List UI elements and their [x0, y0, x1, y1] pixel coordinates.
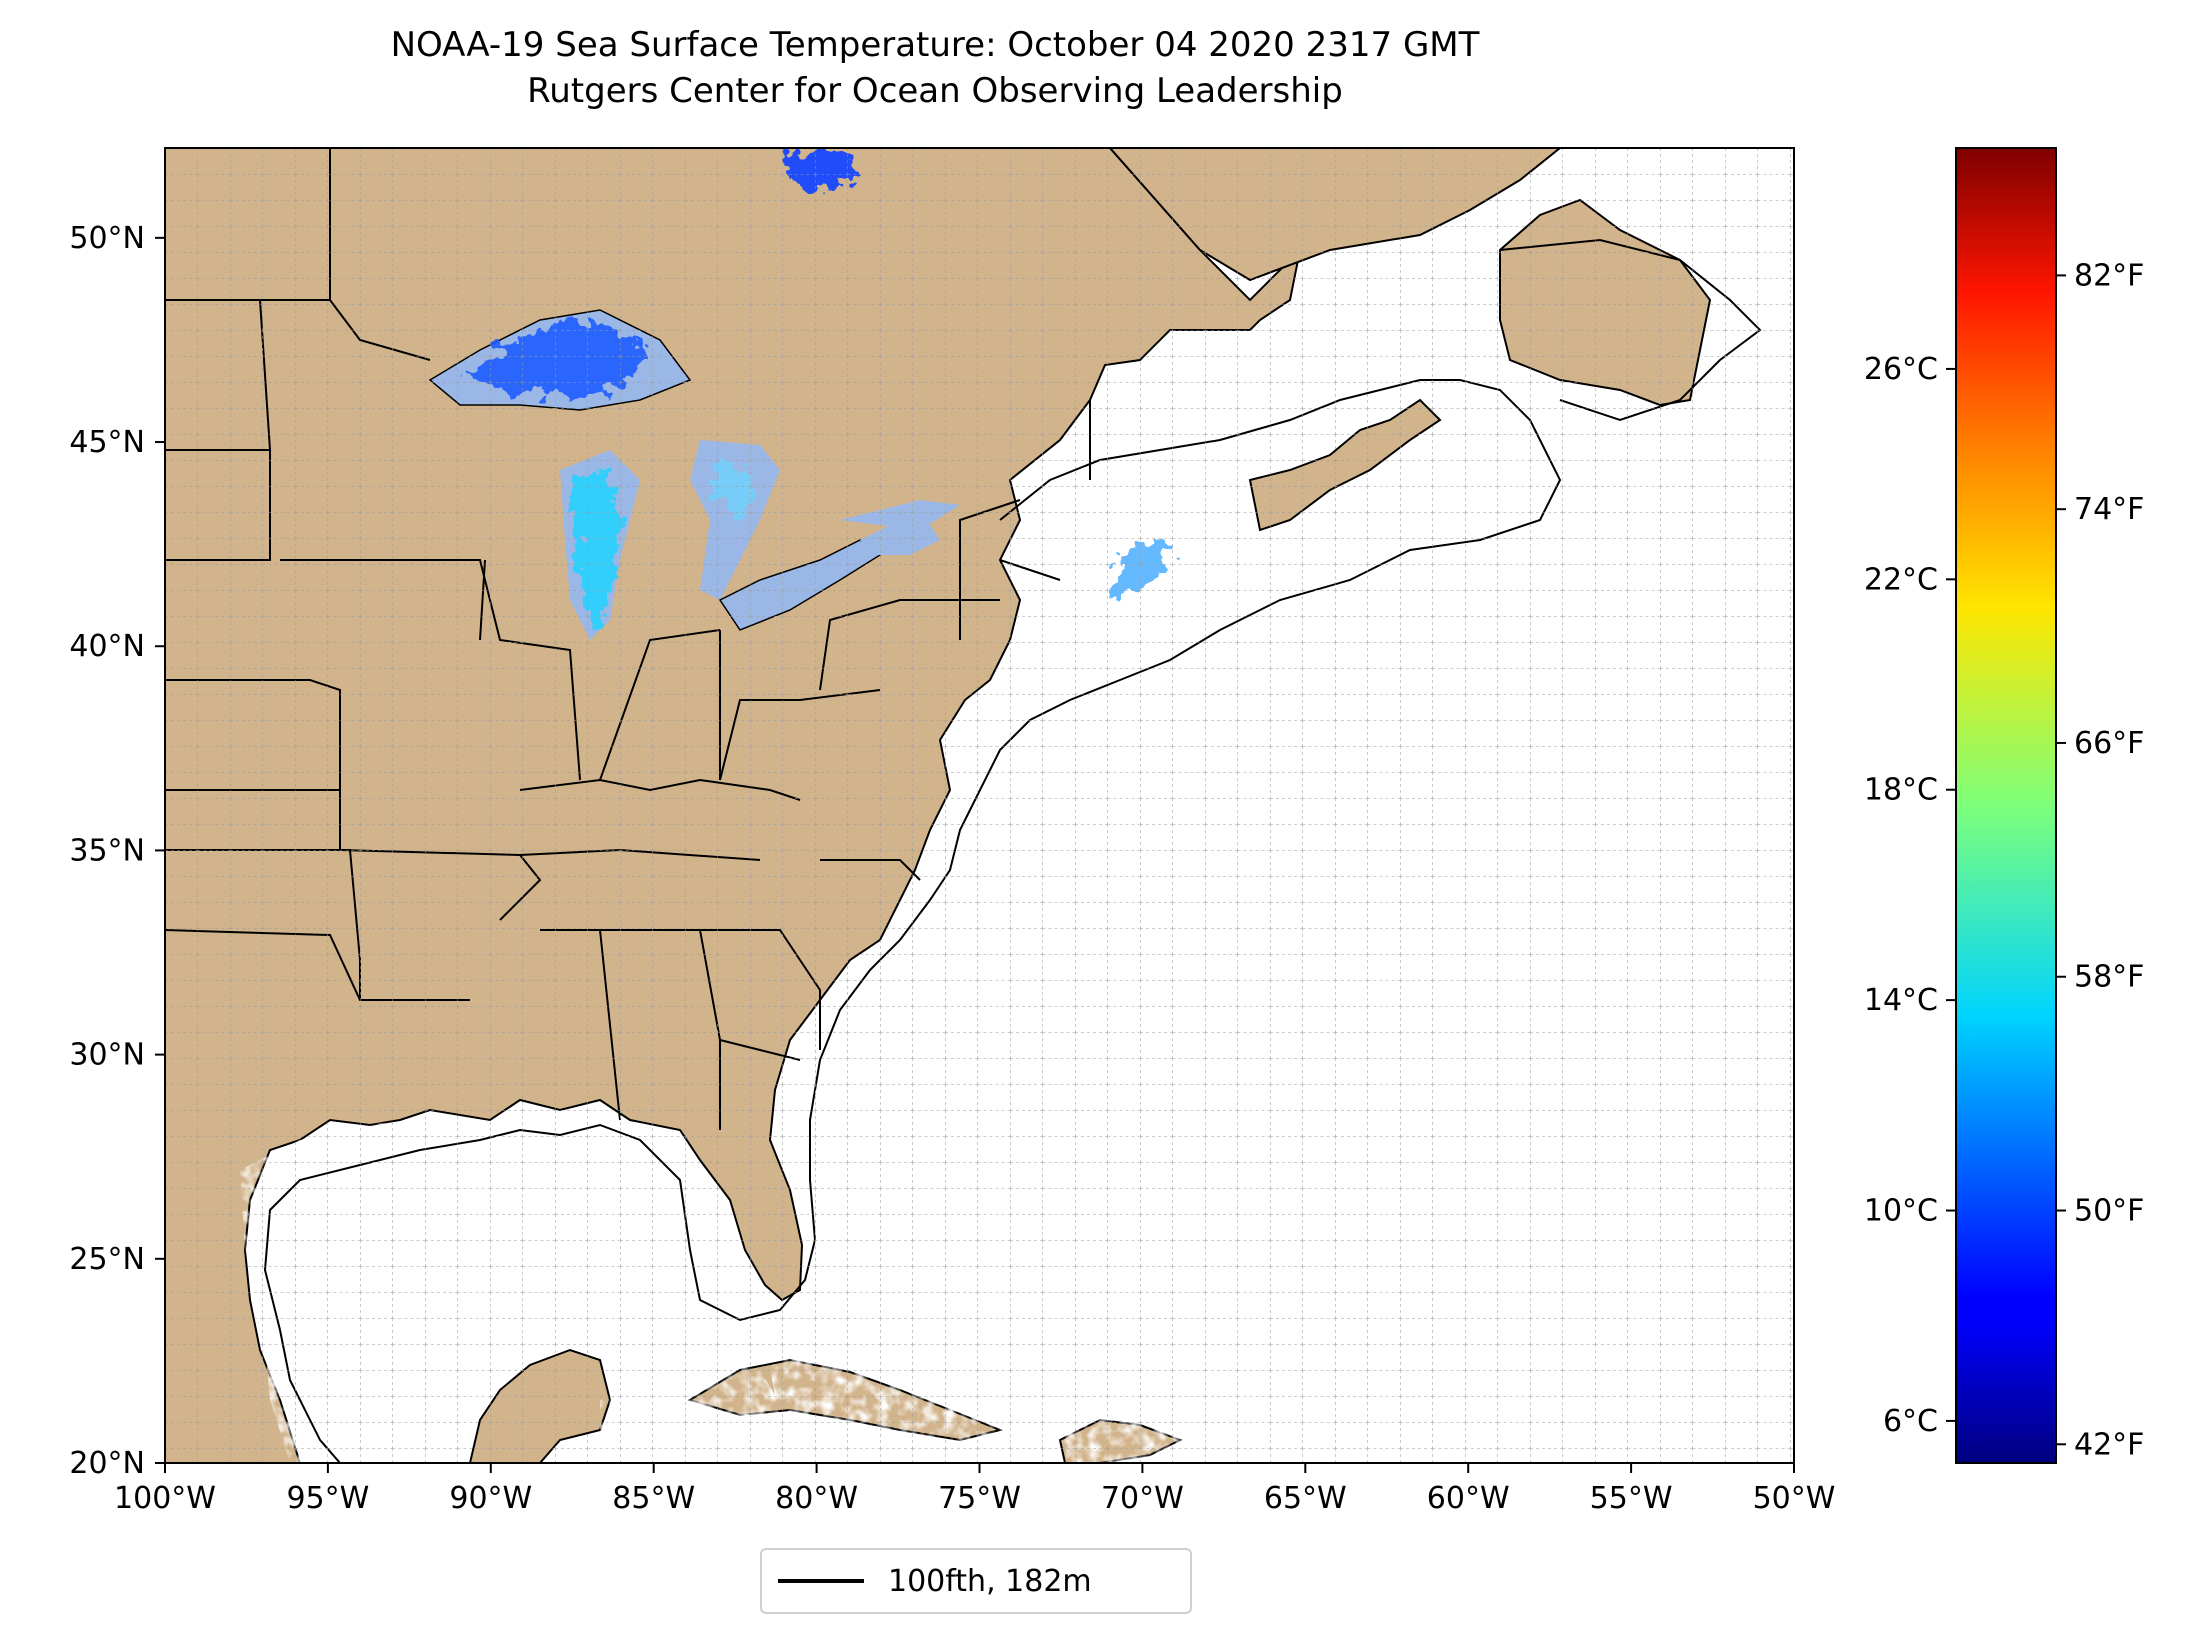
lat-tick-label: 30°N	[69, 1038, 145, 1073]
fahrenheit-tick-label: 82°F	[2074, 258, 2144, 293]
celsius-tick-label: 10°C	[1864, 1194, 1938, 1229]
colorbar-axis: 6°C 10°C 14°C 18°C 22°C 26°C 42°F 50°F 58°F 66°F 7…	[1864, 258, 2145, 1462]
lat-tick-label: 25°N	[69, 1242, 145, 1277]
colorbar	[1955, 147, 2057, 1464]
latitude-axis: 20°N 25°N 30°N 35°N 40°N 45°N 50°N	[69, 221, 165, 1481]
fahrenheit-tick-label: 42°F	[2074, 1427, 2144, 1462]
lon-tick-label: 70°W	[1101, 1481, 1184, 1516]
legend-line-swatch	[778, 1579, 864, 1583]
fahrenheit-tick-label: 58°F	[2074, 960, 2144, 995]
celsius-tick-label: 18°C	[1864, 773, 1938, 808]
celsius-tick-label: 22°C	[1864, 562, 1938, 597]
legend-label: 100fth, 182m	[888, 1563, 1092, 1599]
lon-tick-label: 75°W	[938, 1481, 1021, 1516]
lat-tick-label: 35°N	[69, 833, 145, 868]
map-legend: 100fth, 182m	[760, 1548, 1192, 1614]
lon-tick-label: 85°W	[612, 1481, 695, 1516]
fahrenheit-tick-label: 66°F	[2074, 726, 2144, 761]
fahrenheit-tick-label: 50°F	[2074, 1194, 2144, 1229]
lon-tick-label: 60°W	[1427, 1481, 1510, 1516]
title-line-2: Rutgers Center for Ocean Observing Leade…	[527, 71, 1343, 111]
lon-tick-label: 90°W	[449, 1481, 532, 1516]
graticule-grid	[165, 148, 1794, 1463]
lon-tick-label: 80°W	[775, 1481, 858, 1516]
lat-tick-label: 20°N	[69, 1446, 145, 1481]
celsius-tick-label: 14°C	[1864, 983, 1938, 1018]
title-line-1: NOAA-19 Sea Surface Temperature: October…	[390, 25, 1480, 65]
map-title: NOAA-19 Sea Surface Temperature: October…	[0, 22, 1870, 114]
lon-tick-label: 65°W	[1264, 1481, 1347, 1516]
fahrenheit-tick-label: 74°F	[2074, 492, 2144, 527]
lon-tick-label: 100°W	[114, 1481, 216, 1516]
lon-tick-label: 55°W	[1590, 1481, 1673, 1516]
lon-tick-label: 50°W	[1753, 1481, 1836, 1516]
celsius-tick-label: 26°C	[1864, 352, 1938, 387]
lat-tick-label: 40°N	[69, 629, 145, 664]
lat-tick-label: 50°N	[69, 221, 145, 256]
lon-tick-label: 95°W	[286, 1481, 369, 1516]
longitude-axis: 100°W 95°W 90°W 85°W 80°W 75°W 70°W 65°W 60°W 55°…	[114, 1463, 1835, 1516]
lat-tick-label: 45°N	[69, 425, 145, 460]
celsius-tick-label: 6°C	[1883, 1404, 1938, 1439]
